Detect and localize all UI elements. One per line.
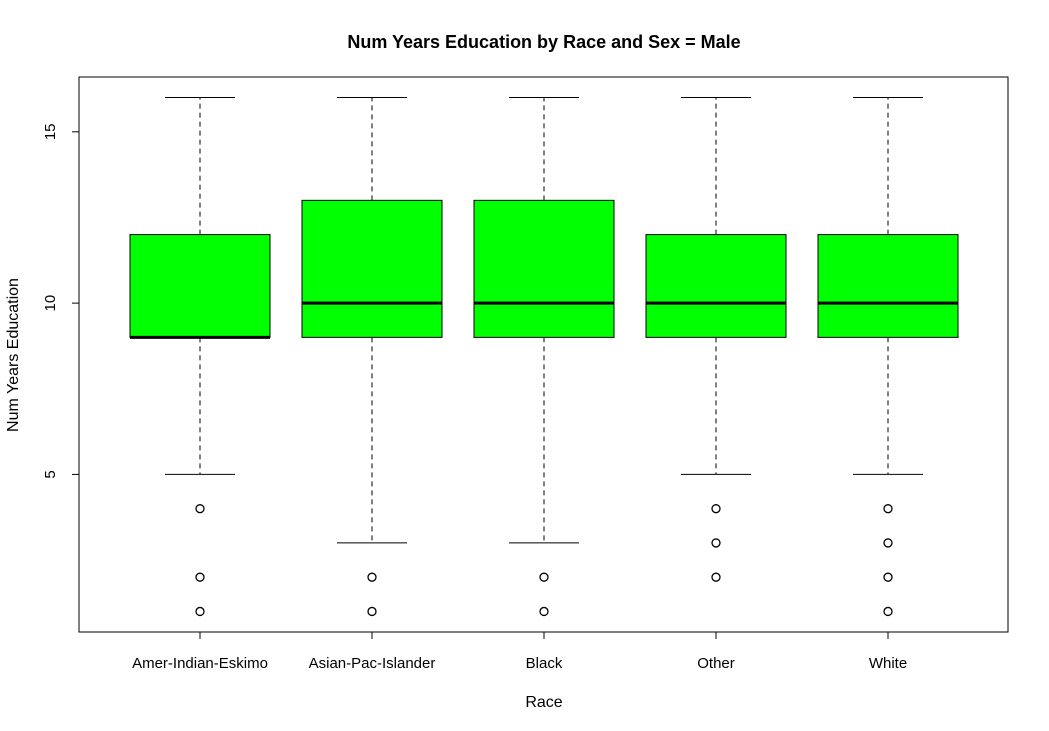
outlier-point: [712, 505, 720, 513]
box-group: [474, 98, 614, 616]
iqr-box: [130, 235, 270, 338]
box-group: [130, 98, 270, 616]
outlier-point: [368, 607, 376, 615]
outlier-point: [884, 539, 892, 547]
outlier-point: [196, 607, 204, 615]
x-tick-label: Black: [526, 655, 563, 672]
outlier-point: [884, 607, 892, 615]
y-tick-label: 5: [42, 470, 59, 478]
y-axis: 5 10 15: [42, 123, 79, 478]
iqr-box: [474, 200, 614, 337]
box-group: [302, 98, 442, 616]
outlier-point: [540, 607, 548, 615]
y-axis-label: Num Years Education: [5, 278, 22, 432]
x-tick-label: White: [869, 655, 907, 672]
outlier-point: [540, 573, 548, 581]
x-axis-label: Race: [525, 694, 562, 711]
box-group: [646, 98, 786, 582]
x-tick-label: Other: [697, 655, 735, 672]
iqr-box: [646, 235, 786, 338]
boxes: [130, 98, 958, 616]
iqr-box: [302, 200, 442, 337]
outlier-point: [884, 573, 892, 581]
outlier-point: [368, 573, 376, 581]
outlier-point: [884, 505, 892, 513]
y-tick-label: 15: [42, 123, 59, 140]
x-tick-label: Asian-Pac-Islander: [309, 655, 436, 672]
x-axis: Amer-Indian-Eskimo Asian-Pac-Islander Blac…: [132, 632, 907, 672]
outlier-point: [196, 505, 204, 513]
box-group: [818, 98, 958, 616]
outlier-point: [196, 573, 204, 581]
y-tick-label: 10: [42, 295, 59, 312]
x-tick-label: Amer-Indian-Eskimo: [132, 655, 268, 672]
chart-title: Num Years Education by Race and Sex = Ma…: [347, 32, 740, 52]
iqr-box: [818, 235, 958, 338]
outlier-point: [712, 573, 720, 581]
outlier-point: [712, 539, 720, 547]
